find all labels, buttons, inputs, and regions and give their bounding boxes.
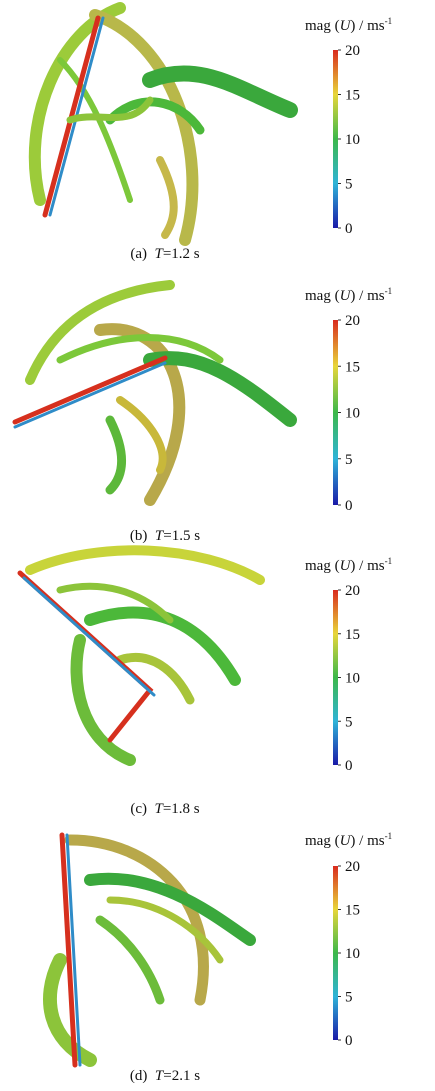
caption-time: =1.8 s — [163, 801, 200, 817]
colorbar-tick-label: 5 — [345, 177, 353, 193]
colorbar-tick-label: 10 — [345, 406, 360, 422]
colorbar-tick-label: 20 — [345, 313, 360, 329]
title-sup: -1 — [385, 831, 393, 841]
caption-label: (c) — [130, 801, 147, 817]
title-prefix: mag ( — [305, 288, 340, 304]
title-suffix: ) / ms — [350, 558, 384, 574]
vortex-render — [15, 285, 290, 500]
colorbar-tick-label: 0 — [345, 498, 353, 514]
vortex-render — [35, 8, 290, 240]
colorbar-tick-label: 0 — [345, 1033, 353, 1049]
colorbar — [333, 50, 338, 228]
title-suffix: ) / ms — [350, 18, 384, 34]
title-prefix: mag ( — [305, 833, 340, 849]
caption-space — [147, 801, 155, 817]
colorbar — [333, 866, 338, 1040]
colorbar-tick-label: 10 — [345, 132, 360, 148]
colorbar-tick-label: 15 — [345, 359, 360, 375]
colorbar-tick-label: 5 — [345, 714, 353, 730]
caption-space — [147, 246, 155, 262]
colorbar-title: mag (U) / ms-1 — [305, 831, 392, 849]
caption-time: =2.1 s — [163, 1068, 200, 1084]
title-sup: -1 — [385, 16, 393, 26]
colorbar-title: mag (U) / ms-1 — [305, 286, 392, 304]
colorbar-tick-label: 15 — [345, 903, 360, 919]
colorbar-tick-label: 10 — [345, 671, 360, 687]
caption-time: =1.2 s — [163, 246, 200, 262]
colorbar-tick-label: 0 — [345, 221, 353, 237]
colorbar — [333, 590, 338, 765]
colorbar-tick-label: 15 — [345, 88, 360, 104]
colorbar-title: mag (U) / ms-1 — [305, 16, 392, 34]
colorbar-title: mag (U) / ms-1 — [305, 556, 392, 574]
caption-label: (b) — [130, 528, 148, 544]
colorbar-tick-label: 20 — [345, 859, 360, 875]
title-sup: -1 — [385, 286, 393, 296]
caption-label: (a) — [130, 246, 147, 262]
caption: (b) T=1.5 s — [130, 528, 200, 544]
figure: mag (U) / ms-1 0 5 10 15 20 (a) T=1.2 s mag (U)… — [0, 0, 435, 1091]
title-sup: -1 — [385, 556, 393, 566]
colorbar-tick-label: 15 — [345, 627, 360, 643]
caption: (c) T=1.8 s — [130, 801, 199, 817]
caption-time: =1.5 s — [163, 528, 200, 544]
colorbar-tick-label: 20 — [345, 583, 360, 599]
vortex-render — [50, 835, 250, 1065]
title-suffix: ) / ms — [350, 833, 384, 849]
colorbar-tick-label: 20 — [345, 43, 360, 59]
colorbar-tick-label: 5 — [345, 990, 353, 1006]
page: {"colorbar": {"title": {"prefix": "mag (… — [0, 0, 435, 1091]
title-prefix: mag ( — [305, 18, 340, 34]
caption-space — [147, 528, 155, 544]
caption-space — [147, 1068, 155, 1084]
caption: (a) T=1.2 s — [130, 246, 199, 262]
title-suffix: ) / ms — [350, 288, 384, 304]
vortex-render — [20, 550, 260, 760]
colorbar-tick-label: 5 — [345, 452, 353, 468]
caption-label: (d) — [130, 1068, 148, 1084]
colorbar-tick-label: 10 — [345, 946, 360, 962]
title-prefix: mag ( — [305, 558, 340, 574]
caption: (d) T=2.1 s — [130, 1068, 200, 1084]
colorbar-tick-label: 0 — [345, 758, 353, 774]
colorbar — [333, 320, 338, 505]
